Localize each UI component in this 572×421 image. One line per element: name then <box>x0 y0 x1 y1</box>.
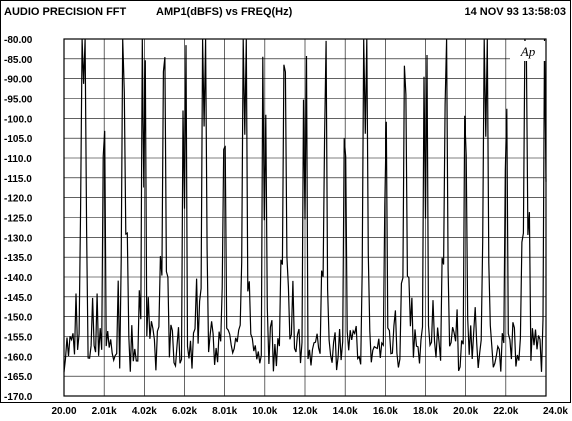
chart-title: AUDIO PRECISION FFT <box>4 6 127 18</box>
axes-label: AMP1(dBFS) vs FREQ(Hz) <box>156 6 293 18</box>
y-tick-label: -150.0 <box>4 313 33 324</box>
y-tick-label: -125.0 <box>4 214 33 225</box>
x-axis: 20.00 2.01k 4.02k 6.02k 8.01k 10.0k 12.0k 14.0k… <box>51 406 568 417</box>
timestamp: 14 NOV 93 13:58:03 <box>464 6 566 18</box>
x-tick-label: 8.01k <box>212 406 237 417</box>
y-tick-label: -130.0 <box>4 233 33 244</box>
x-tick-label: 20.00 <box>51 406 76 417</box>
y-tick-label: -170.0 <box>4 392 33 403</box>
series-trace <box>63 38 547 373</box>
y-tick-label: -160.0 <box>4 352 33 363</box>
y-tick-label: -120.0 <box>4 194 33 205</box>
y-tick-label: -100.0 <box>4 114 33 125</box>
logo-box <box>510 41 546 61</box>
y-tick-label: -105.0 <box>4 134 33 145</box>
y-axis: -80.00 -85.00 -90.00 -95.00 -100.0 -105.0 -110… <box>4 35 33 403</box>
plot-area <box>63 38 547 397</box>
y-tick-label: -165.0 <box>4 372 33 383</box>
x-tick-label: 24.0k <box>543 406 568 417</box>
grid <box>63 38 547 397</box>
y-tick-label: -80.00 <box>4 35 33 46</box>
x-tick-label: 16.0k <box>373 406 398 417</box>
y-tick-label: -85.00 <box>4 55 33 66</box>
y-tick-label: -110.0 <box>4 154 32 165</box>
y-tick-label: -155.0 <box>4 333 33 344</box>
y-tick-label: -145.0 <box>4 293 33 304</box>
x-tick-label: 2.01k <box>92 406 117 417</box>
chart-frame <box>0 0 571 403</box>
x-tick-label: 22.0k <box>493 406 518 417</box>
x-tick-label: 14.0k <box>333 406 358 417</box>
x-tick-label: 4.02k <box>132 406 157 417</box>
x-tick-label: 12.0k <box>292 406 317 417</box>
y-tick-label: -90.00 <box>4 75 33 86</box>
y-tick-label: -95.00 <box>4 95 33 106</box>
x-tick-label: 10.0k <box>252 406 277 417</box>
x-tick-label: 20.0k <box>453 406 478 417</box>
x-tick-label: 18.0k <box>413 406 438 417</box>
ap-logo: Ap <box>520 44 536 59</box>
y-tick-label: -140.0 <box>4 273 33 284</box>
y-tick-label: -115.0 <box>4 174 32 185</box>
y-tick-label: -135.0 <box>4 253 33 264</box>
x-tick-label: 6.02k <box>172 406 197 417</box>
